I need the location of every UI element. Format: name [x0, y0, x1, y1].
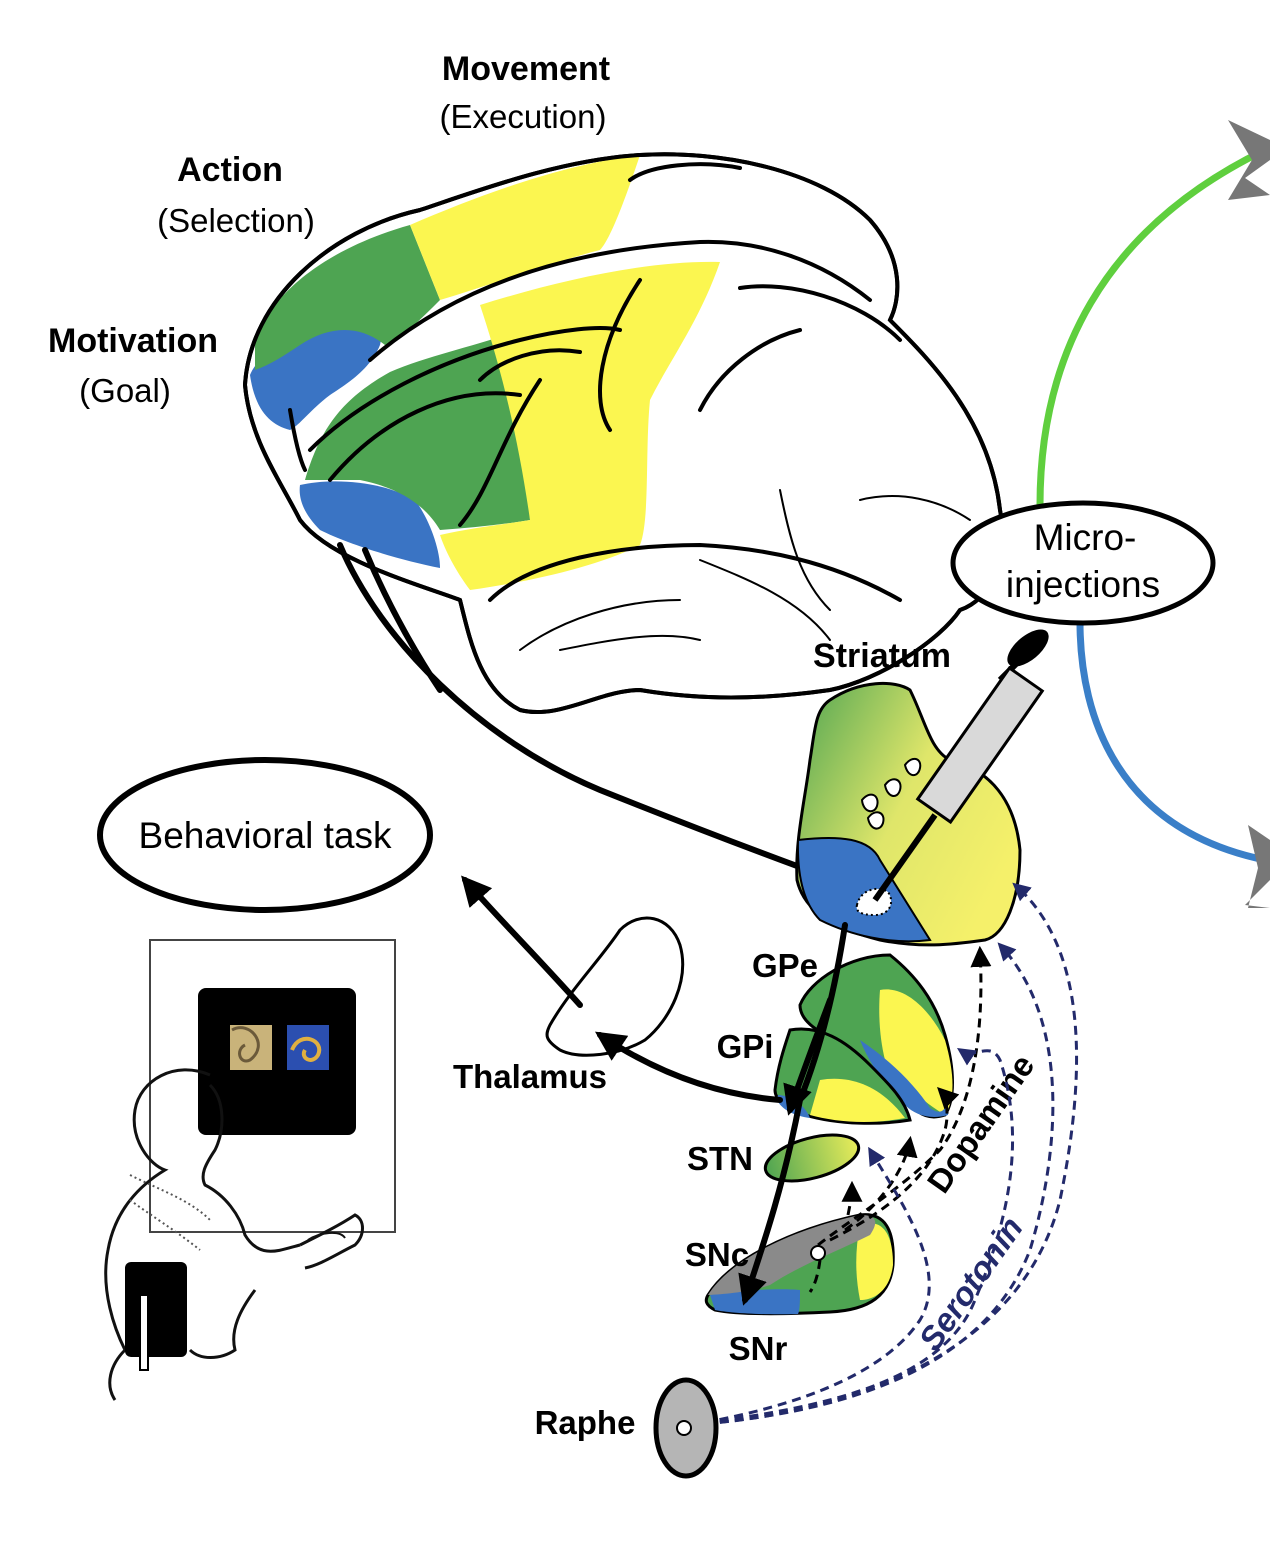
injection-site-3 — [860, 793, 879, 813]
microinjections-line2: injections — [1006, 564, 1160, 605]
dopamine-pathway — [808, 945, 992, 1293]
striato-pallidal-arrow — [783, 997, 833, 1116]
injection-site-1 — [903, 757, 922, 777]
task-screen — [198, 988, 356, 1135]
thalamus-label: Thalamus — [453, 1058, 607, 1095]
microinjections-bubble — [950, 500, 1216, 626]
execution-label: (Execution) — [440, 98, 607, 135]
thalamus-shape — [545, 916, 685, 1057]
arrowhead-bottom-icon — [1245, 825, 1270, 908]
behavioral-task-label: Behavioral task — [139, 815, 392, 856]
monkey-illustration — [104, 939, 396, 1401]
striatum-blue-region — [796, 836, 932, 943]
striatum-label: Striatum — [813, 637, 951, 675]
movement-region-upper — [410, 155, 640, 300]
movement-label: Movement — [442, 50, 610, 88]
thalamo-cortical-arrow — [461, 875, 583, 1008]
goal-label: (Goal) — [79, 372, 171, 409]
cortico-striatal-projection — [337, 542, 841, 886]
snc-neuron — [810, 1245, 826, 1261]
action-region-upper — [255, 225, 440, 370]
action-region-lower — [305, 330, 530, 530]
syringe-icon — [872, 629, 1049, 902]
behavioral-task-bubble — [97, 757, 433, 913]
gpe-label: GPe — [752, 947, 818, 984]
injection-site-2 — [883, 778, 902, 797]
raphe-neuron — [676, 1420, 692, 1436]
injection-arc-green — [1036, 146, 1267, 506]
motivation-region-lower — [299, 481, 440, 568]
monkey-chair — [125, 1262, 187, 1357]
injection-site-4 — [866, 811, 885, 830]
stn-label: STN — [687, 1140, 753, 1177]
action-label: Action — [177, 151, 283, 189]
snc-label: SNc — [685, 1236, 749, 1273]
brain-cortex — [242, 152, 1005, 714]
cortico-striatal-projection-2 — [362, 547, 443, 693]
motivation-label: Motivation — [48, 322, 218, 360]
selection-label: (Selection) — [157, 202, 315, 239]
arrowhead-top-icon — [1228, 120, 1270, 200]
microinjections-line1: Micro- — [1034, 517, 1137, 558]
injection-arc-blue — [1076, 621, 1266, 864]
snr-label: SNr — [729, 1330, 788, 1367]
screen-stimuli — [230, 1025, 329, 1070]
serotonin-pathway — [689, 882, 1078, 1427]
pallido-thalamic-arrow — [595, 1031, 783, 1103]
injection-site-dotted — [855, 887, 893, 917]
striatum — [795, 681, 1022, 947]
gpi-label: GPi — [717, 1028, 774, 1065]
stn-shape — [763, 1133, 861, 1183]
raphe-label: Raphe — [535, 1404, 636, 1441]
